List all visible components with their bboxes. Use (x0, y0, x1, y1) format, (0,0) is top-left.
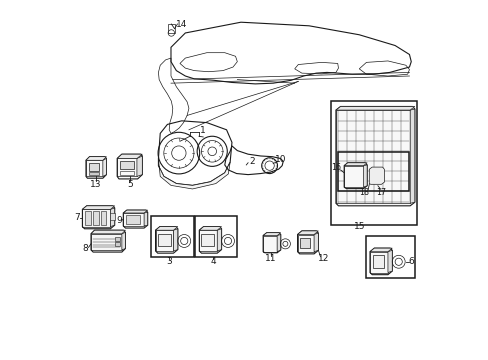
Bar (101, 211, 106, 225)
Polygon shape (313, 233, 318, 252)
Polygon shape (335, 107, 414, 206)
Bar (365, 236, 414, 278)
Bar (195, 216, 237, 257)
Text: 2: 2 (248, 157, 254, 166)
Polygon shape (297, 231, 318, 234)
Polygon shape (199, 226, 221, 253)
Bar (300, 238, 309, 248)
Text: 7: 7 (74, 213, 80, 222)
Polygon shape (363, 165, 366, 187)
Bar (110, 213, 115, 220)
Polygon shape (158, 158, 230, 189)
Polygon shape (387, 250, 391, 273)
Bar (151, 216, 193, 257)
Polygon shape (409, 109, 414, 203)
Polygon shape (137, 156, 142, 176)
Polygon shape (199, 226, 221, 230)
Polygon shape (335, 107, 414, 110)
Bar (93, 211, 99, 225)
Text: 14: 14 (176, 19, 187, 28)
Polygon shape (122, 232, 125, 250)
Polygon shape (369, 248, 391, 275)
Polygon shape (82, 206, 115, 210)
Polygon shape (91, 230, 125, 252)
Text: 13: 13 (90, 180, 101, 189)
Bar (85, 211, 90, 225)
Bar (115, 242, 120, 246)
Bar (372, 255, 383, 268)
Polygon shape (86, 157, 106, 178)
Polygon shape (91, 230, 125, 234)
Text: 1: 1 (200, 126, 206, 135)
Bar (330, 101, 416, 225)
Text: 11: 11 (265, 254, 276, 263)
Polygon shape (144, 212, 147, 226)
Bar (88, 172, 99, 175)
Bar (120, 171, 134, 175)
Bar (338, 152, 408, 192)
Bar (158, 234, 170, 246)
Polygon shape (102, 158, 106, 176)
Polygon shape (155, 226, 178, 230)
Polygon shape (155, 226, 178, 253)
Polygon shape (369, 248, 391, 252)
Polygon shape (173, 229, 178, 251)
Polygon shape (82, 206, 115, 229)
Text: 3: 3 (166, 257, 172, 266)
Polygon shape (117, 154, 142, 158)
Polygon shape (277, 234, 280, 252)
Text: 17: 17 (375, 188, 385, 197)
Text: 18: 18 (359, 188, 369, 197)
Bar (88, 163, 99, 171)
Text: 9: 9 (116, 216, 122, 225)
Text: 4: 4 (210, 257, 215, 266)
Text: 8: 8 (82, 244, 88, 253)
Text: 12: 12 (317, 254, 328, 263)
Polygon shape (123, 210, 147, 228)
Polygon shape (263, 233, 280, 235)
Bar (201, 234, 214, 246)
Polygon shape (123, 210, 147, 213)
Text: 16: 16 (331, 163, 341, 172)
Polygon shape (368, 167, 384, 184)
Polygon shape (110, 208, 115, 226)
Bar (115, 237, 120, 241)
Bar (168, 24, 174, 33)
Polygon shape (117, 154, 142, 179)
Polygon shape (263, 233, 280, 253)
Bar (120, 161, 134, 169)
Text: 10: 10 (275, 156, 286, 165)
Bar (125, 215, 140, 224)
Text: 15: 15 (353, 222, 364, 231)
Text: 6: 6 (408, 257, 414, 266)
Text: 5: 5 (127, 180, 133, 189)
Polygon shape (344, 163, 366, 166)
Polygon shape (86, 157, 106, 160)
Polygon shape (297, 231, 318, 254)
Polygon shape (344, 163, 366, 189)
Polygon shape (217, 229, 221, 251)
